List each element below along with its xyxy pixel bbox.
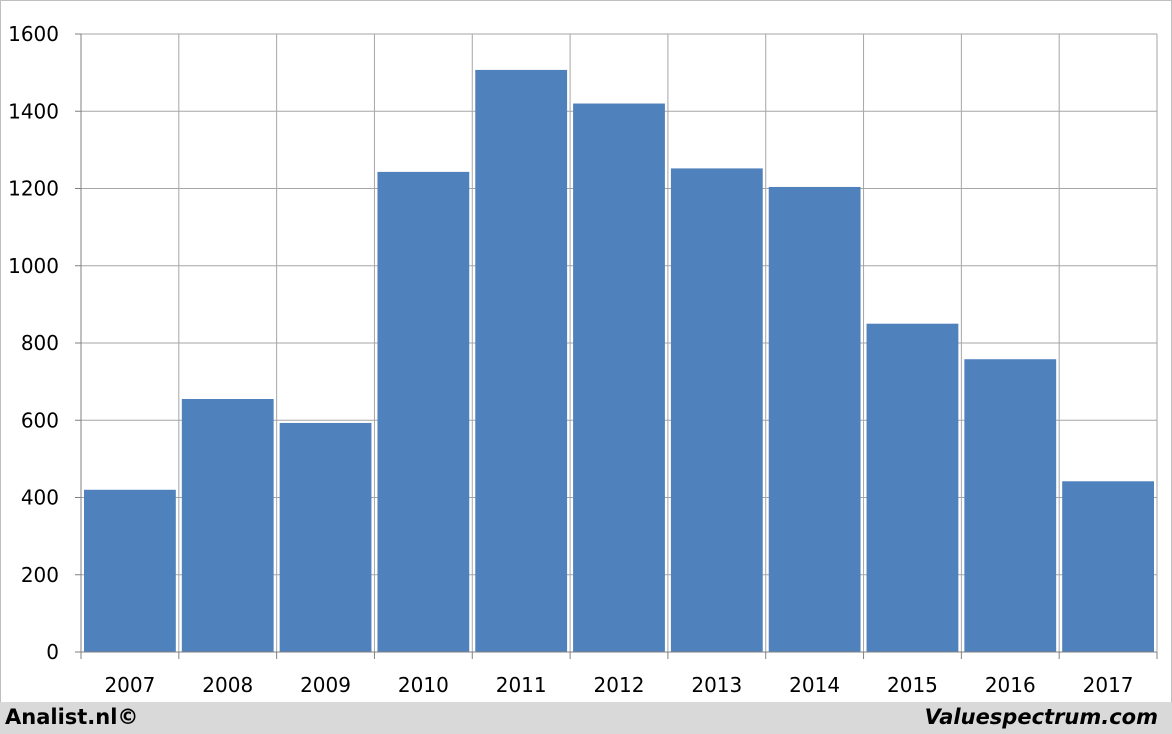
y-tick-label: 600 [21, 408, 59, 432]
y-tick-labels: 0 200 400 600 800 1000 1200 1400 1600 [8, 22, 59, 664]
x-tick-label: 2017 [1083, 673, 1134, 697]
bar-2017 [1062, 481, 1154, 652]
footer-bar: Analist.nl© Valuespectrum.com [0, 702, 1172, 734]
y-tick-label: 400 [21, 486, 59, 510]
y-tick-label: 1400 [8, 99, 59, 123]
y-tick-label: 1200 [8, 177, 59, 201]
footer-source-label: Analist.nl© [5, 705, 139, 729]
x-tick-label: 2015 [887, 673, 938, 697]
bar-2011 [475, 69, 568, 652]
x-tick-label: 2016 [985, 673, 1036, 697]
x-tick-label: 2008 [202, 673, 253, 697]
y-tick-label: 1000 [8, 254, 59, 278]
bar-2007 [84, 489, 176, 652]
y-tick-label: 0 [46, 640, 59, 664]
bar-2016 [964, 359, 1057, 652]
footer-brand-label: Valuespectrum.com [924, 705, 1158, 729]
bar-2014 [768, 186, 861, 652]
y-tick-label: 1600 [8, 22, 59, 46]
y-tick-label: 800 [21, 331, 59, 355]
bar-2009 [279, 422, 372, 652]
axes [75, 33, 1158, 659]
x-tick-label: 2014 [789, 673, 840, 697]
x-tick-label: 2010 [398, 673, 449, 697]
x-tick-label: 2009 [300, 673, 351, 697]
x-tick-label: 2013 [691, 673, 742, 697]
x-tick-label: 2011 [496, 673, 547, 697]
bar-2008 [181, 399, 274, 652]
x-tick-label: 2012 [594, 673, 645, 697]
x-tick-label: 2007 [104, 673, 155, 697]
bar-2012 [573, 103, 665, 652]
x-tick-labels: 2007 2008 2009 2010 2011 2012 2013 2014 2015 2016… [104, 673, 1133, 697]
y-tick-label: 200 [21, 563, 59, 587]
bar-2015 [866, 323, 959, 652]
bar-2010 [377, 171, 470, 653]
bars [84, 69, 1154, 653]
bar-2013 [670, 168, 763, 653]
